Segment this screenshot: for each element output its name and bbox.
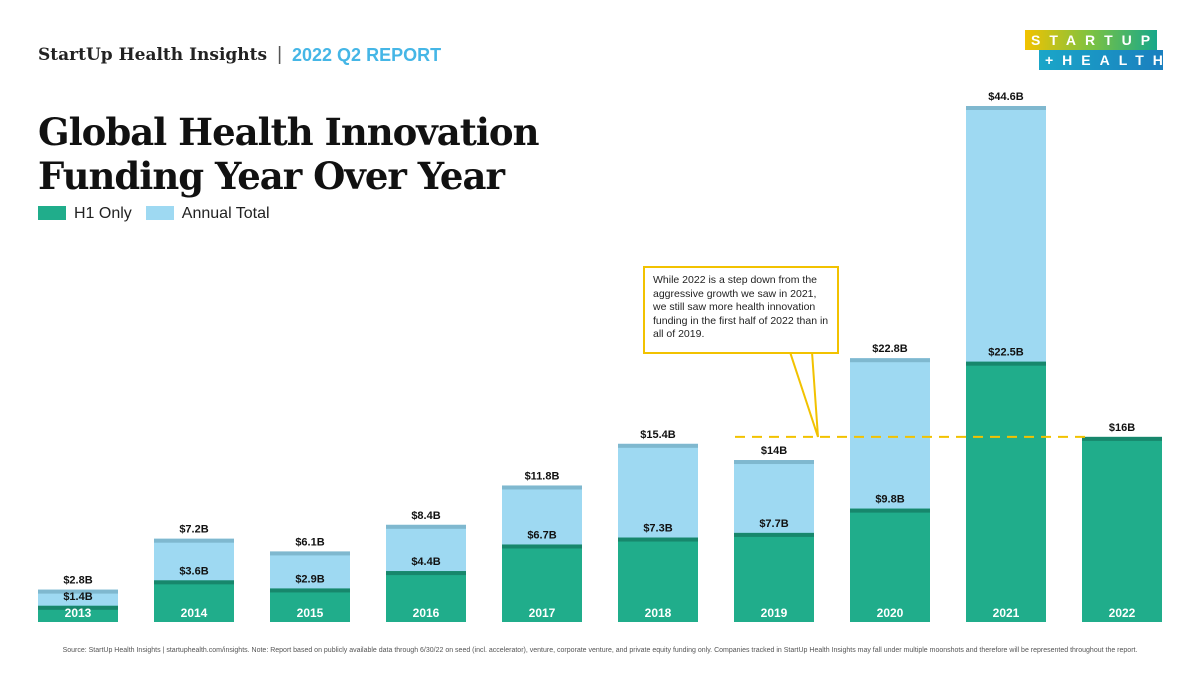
report-label: 2022 Q2 REPORT (292, 44, 442, 65)
bar-annual-top-edge (966, 106, 1046, 110)
x-tick-label: 2015 (297, 606, 324, 620)
bar-h1 (38, 605, 118, 622)
data-label-h1: $9.8B (875, 494, 904, 506)
data-label-h1: $3.6B (179, 565, 208, 577)
x-tick-label: 2018 (645, 606, 672, 620)
bar-annual-top-edge (502, 485, 582, 490)
x-tick-label: 2017 (529, 606, 556, 620)
bar-h1 (734, 532, 814, 622)
x-tick-label: 2022 (1109, 606, 1136, 620)
bar-h1 (850, 508, 930, 622)
data-label-h1: $16B (1109, 422, 1135, 434)
data-label-annual: $44.6B (988, 91, 1024, 103)
chart-title: Global Health Innovation Funding Year Ov… (38, 110, 540, 198)
bar-annual-top-edge (850, 358, 930, 363)
bar-h1-top-edge (850, 508, 930, 513)
bar-h1 (1082, 436, 1162, 622)
bar-annual-top-edge (386, 524, 466, 529)
brand-name: StartUp Health Insights (38, 45, 268, 65)
legend-label-annual: Annual Total (181, 205, 270, 222)
data-label-annual: $15.4B (640, 429, 676, 441)
data-label-annual: $7.2B (179, 524, 208, 536)
x-tick-label: 2014 (181, 606, 208, 620)
bar-h1-top-edge (386, 571, 466, 576)
header-separator: | (277, 44, 283, 65)
bar-h1-top-edge (966, 361, 1046, 366)
legend: H1 Only Annual Total (38, 205, 270, 223)
annotation-callout: While 2022 is a step down from the aggre… (643, 266, 839, 354)
data-label-h1: $6.7B (527, 529, 556, 541)
bar-annual-top-edge (154, 538, 234, 543)
bar-h1 (502, 544, 582, 622)
x-tick-label: 2020 (877, 606, 904, 620)
bar-h1-top-edge (270, 588, 350, 593)
data-label-h1: $7.3B (643, 523, 672, 535)
data-label-h1: $22.5B (988, 347, 1024, 359)
data-label-h1: $7.7B (759, 518, 788, 530)
x-tick-label: 2021 (993, 606, 1020, 620)
data-label-annual: $8.4B (411, 510, 440, 522)
x-tick-label: 2019 (761, 606, 788, 620)
data-label-annual: $11.8B (525, 470, 560, 482)
bar-h1 (618, 537, 698, 622)
startup-health-logo: STARTUP +HEALTH (1025, 30, 1163, 70)
bar-annual-top-edge (618, 443, 698, 448)
bar-h1-top-edge (618, 537, 698, 542)
data-label-annual: $14B (761, 445, 787, 457)
header: StartUp Health Insights | 2022 Q2 REPORT (38, 44, 441, 66)
data-label-h1: $1.4B (63, 591, 92, 603)
bar-h1-top-edge (1082, 436, 1162, 441)
bar-h1 (386, 571, 466, 622)
data-label-annual: $22.8B (872, 343, 908, 355)
legend-annual: Annual Total (145, 205, 270, 223)
x-tick-label: 2013 (65, 606, 92, 620)
source-footnote: Source: StartUp Health Insights | startu… (62, 647, 1138, 654)
bar-h1 (966, 361, 1046, 622)
data-label-annual: $2.8B (63, 575, 92, 587)
bar-h1 (270, 588, 350, 622)
bar-h1-top-edge (734, 532, 814, 537)
bar-annual-top-edge (38, 589, 118, 594)
bar-h1 (154, 580, 234, 622)
bar-h1-top-edge (502, 544, 582, 549)
logo-line1: STARTUP (1025, 30, 1157, 50)
bar-annual-top-edge (734, 460, 814, 465)
logo-line2: +HEALTH (1039, 50, 1163, 70)
bar-h1-top-edge (38, 605, 118, 610)
legend-swatch-h1 (38, 206, 66, 220)
annotation-pointer (789, 351, 819, 438)
x-tick-label: 2016 (413, 606, 440, 620)
legend-h1: H1 Only (38, 205, 132, 223)
legend-swatch-annual (145, 206, 174, 220)
data-label-annual: $6.1B (295, 536, 324, 548)
data-label-h1: $2.9B (295, 573, 324, 585)
bar-annual-top-edge (270, 551, 350, 556)
data-label-h1: $4.4B (411, 556, 440, 568)
bar-h1-top-edge (154, 580, 234, 585)
legend-label-h1: H1 Only (74, 205, 132, 222)
